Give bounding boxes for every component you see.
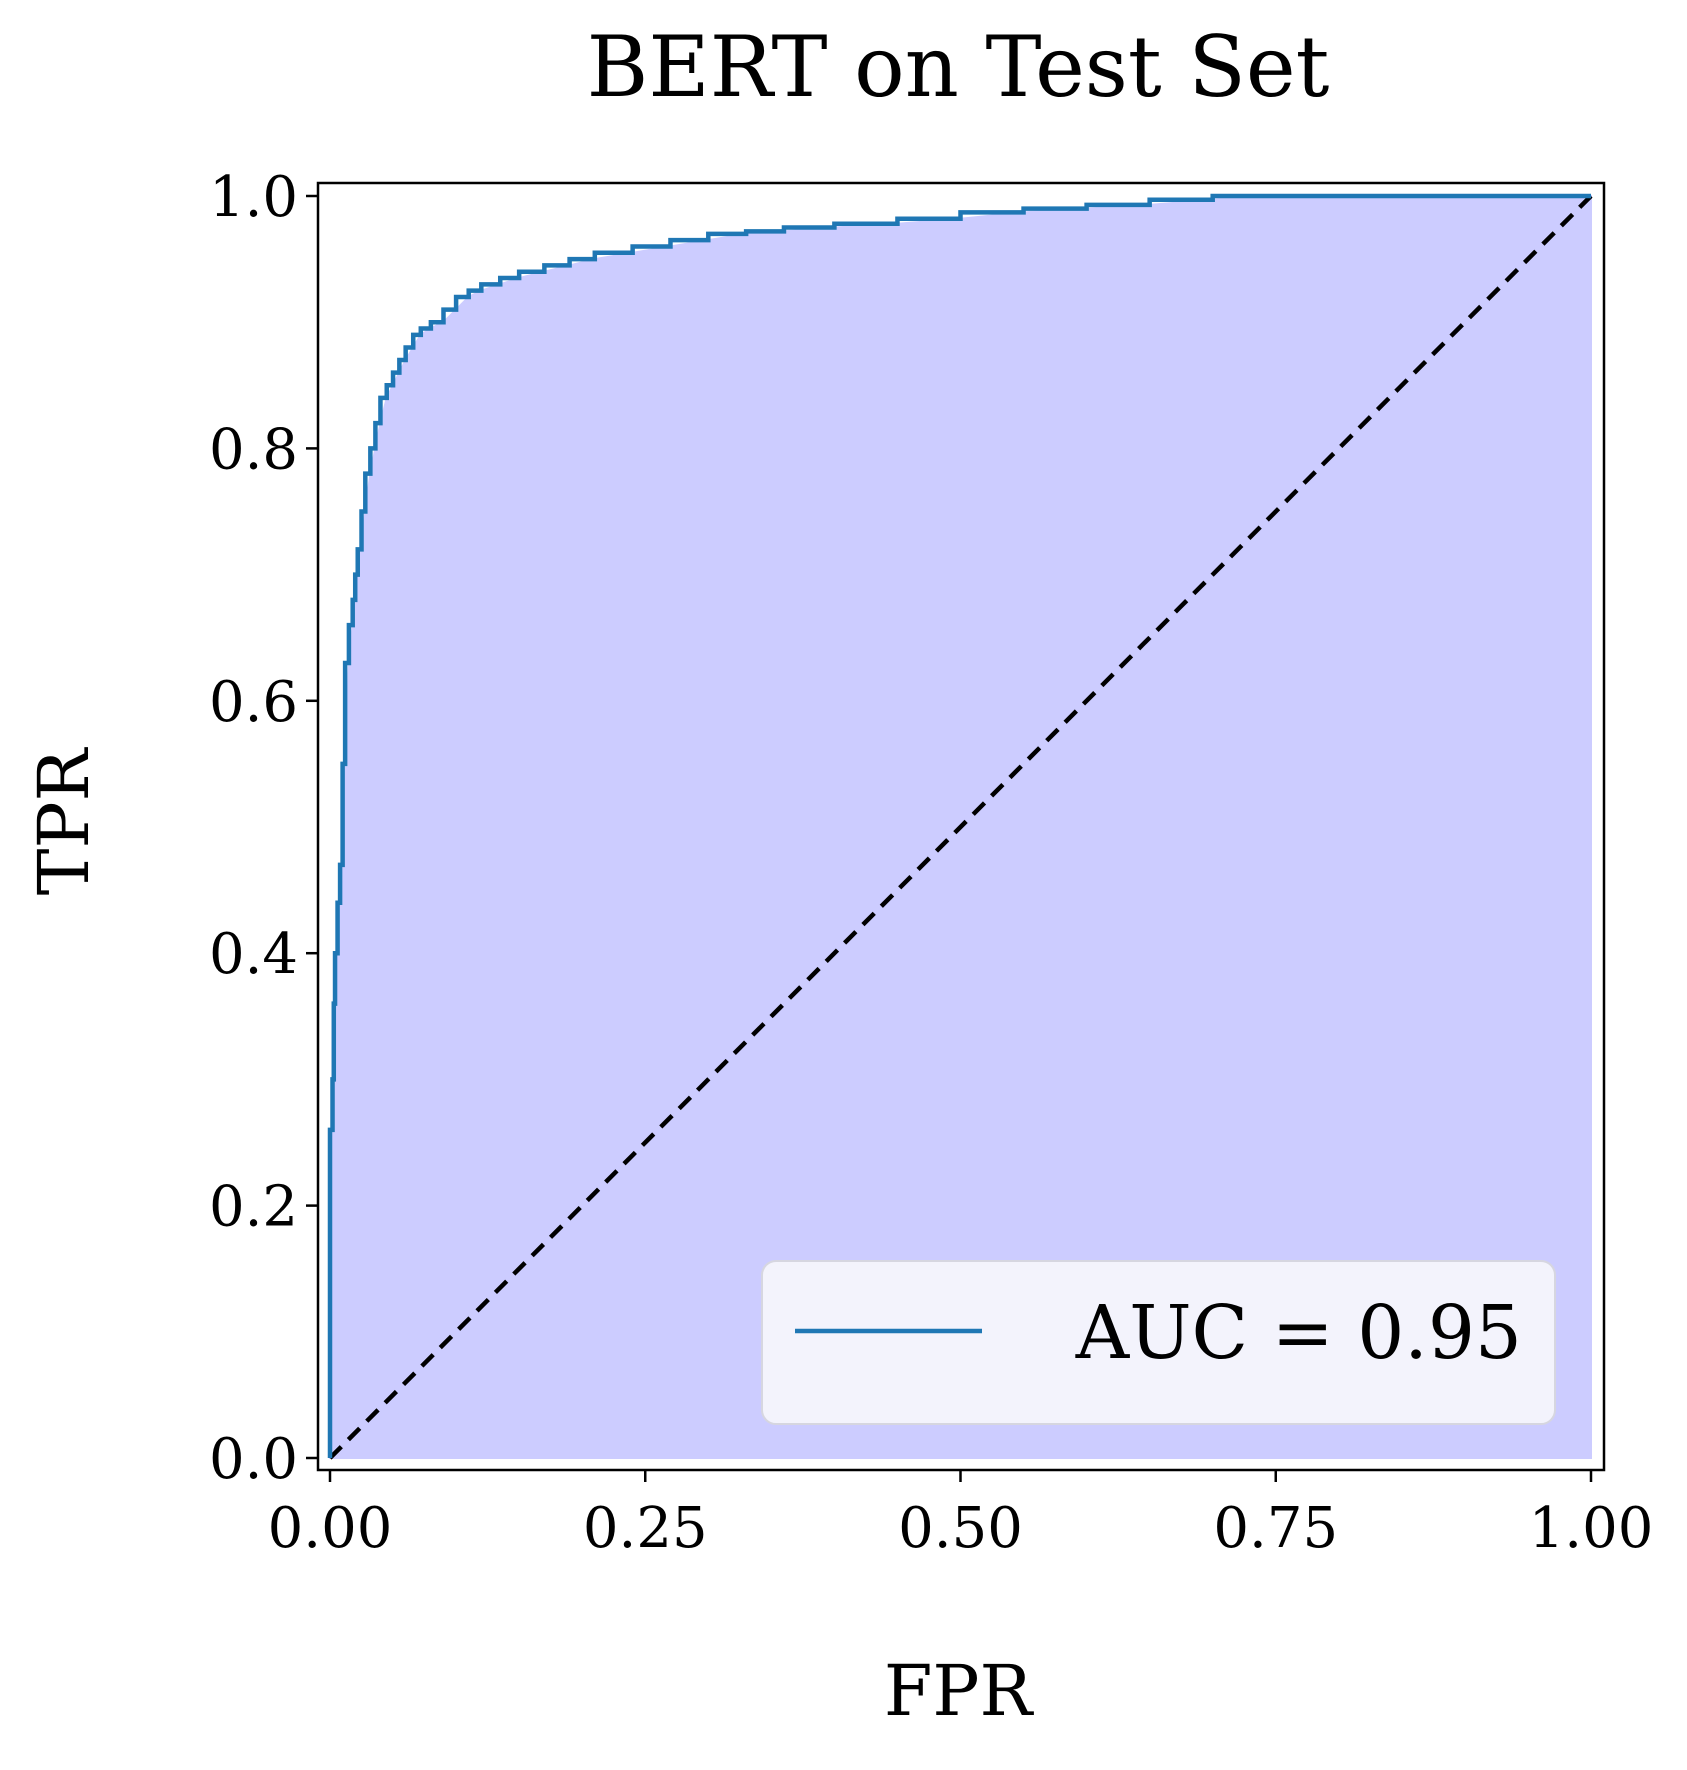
y-axis-label: TPR (23, 746, 105, 895)
x-tick-label: 1.00 (1529, 1496, 1654, 1561)
y-tick-label: 1.0 (209, 165, 298, 230)
chart-title: BERT on Test Set (587, 18, 1330, 116)
legend-box (761, 1260, 1556, 1425)
x-axis-label: FPR (884, 1650, 1035, 1732)
y-tick-label: 0.4 (209, 922, 298, 987)
x-tick-label: 0.25 (583, 1496, 708, 1561)
x-tick-label: 0.75 (1213, 1496, 1338, 1561)
y-tick-label: 0.0 (209, 1427, 298, 1492)
legend-label: AUC = 0.95 (1075, 1290, 1522, 1376)
diagonal-baseline-line (328, 194, 1593, 1460)
y-tick-label: 0.2 (209, 1175, 298, 1240)
x-tick-label: 0.50 (898, 1496, 1023, 1561)
y-tick-label: 0.6 (209, 670, 298, 735)
plot-area: 0.00 0.25 0.50 0.75 1.00 0.0 0.2 0.4 0.6 0.8 1.0 AU… (209, 165, 1653, 1561)
y-tick-label: 0.8 (209, 417, 298, 482)
x-tick-label: 0.00 (268, 1496, 393, 1561)
roc-curve-line (327, 193, 1591, 1458)
